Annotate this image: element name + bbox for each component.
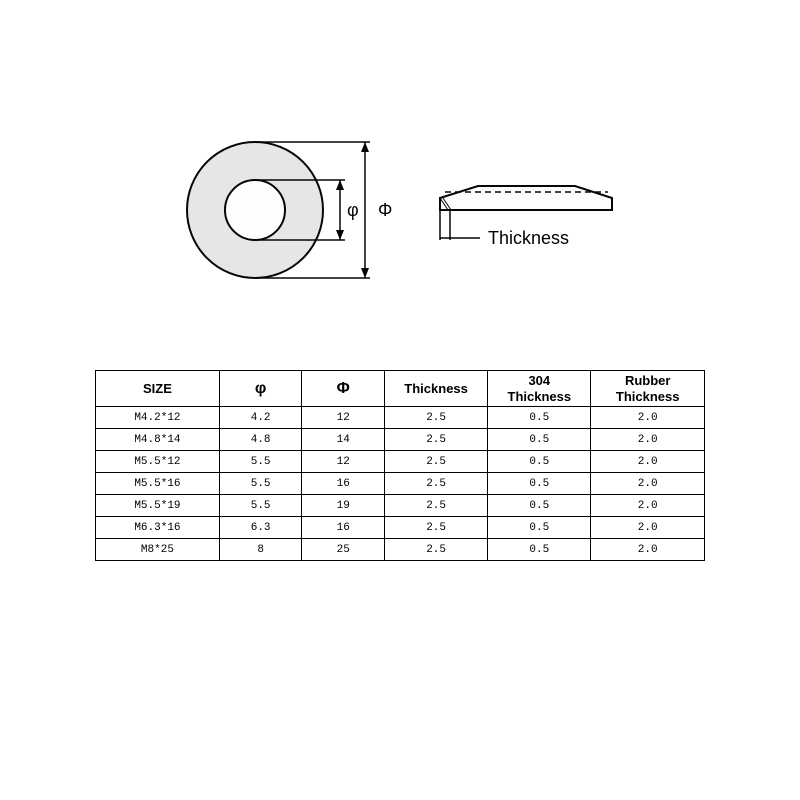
table-cell: 16: [302, 473, 385, 495]
table-cell: 4.2: [219, 407, 302, 429]
table-cell: 2.0: [591, 539, 705, 561]
table-cell: 2.5: [384, 451, 487, 473]
table-cell: 0.5: [488, 539, 591, 561]
washer-svg: Φ φ: [0, 100, 800, 330]
table-header-row: SIZE φ Φ Thickness 304Thickness RubberTh…: [96, 371, 705, 407]
table-cell: M4.2*12: [96, 407, 220, 429]
table-cell: 0.5: [488, 473, 591, 495]
col-rubber-thickness-header: RubberThickness: [591, 371, 705, 407]
table-cell: 2.5: [384, 407, 487, 429]
table-row: M8*258252.50.52.0: [96, 539, 705, 561]
table-row: M5.5*165.5162.50.52.0: [96, 473, 705, 495]
table-body: M4.2*124.2122.50.52.0M4.8*144.8142.50.52…: [96, 407, 705, 561]
spec-table: SIZE φ Φ Thickness 304Thickness RubberTh…: [95, 370, 705, 561]
col-phi-outer-header: Φ: [302, 371, 385, 407]
table-cell: M5.5*19: [96, 495, 220, 517]
col-thickness-header: Thickness: [384, 371, 487, 407]
table-cell: 0.5: [488, 517, 591, 539]
dim-outer-arrow-top: [361, 142, 369, 152]
table-cell: 2.0: [591, 451, 705, 473]
col-size-header: SIZE: [96, 371, 220, 407]
table-cell: 2.0: [591, 495, 705, 517]
table-cell: 2.5: [384, 517, 487, 539]
table-row: M4.8*144.8142.50.52.0: [96, 429, 705, 451]
table-cell: 5.5: [219, 473, 302, 495]
table-cell: 0.5: [488, 429, 591, 451]
col-304-thickness-header: 304Thickness: [488, 371, 591, 407]
table-row: M5.5*125.5122.50.52.0: [96, 451, 705, 473]
table-cell: M5.5*12: [96, 451, 220, 473]
table-cell: 2.0: [591, 429, 705, 451]
table-cell: 2.0: [591, 473, 705, 495]
table-cell: 2.5: [384, 495, 487, 517]
table-cell: 16: [302, 517, 385, 539]
dim-inner-arrow-top: [336, 180, 344, 190]
thickness-label: Thickness: [488, 228, 569, 249]
washer-diagram: Φ φ Thickness: [0, 100, 800, 330]
col-phi-inner-header: φ: [219, 371, 302, 407]
table-row: M6.3*166.3162.50.52.0: [96, 517, 705, 539]
table-cell: 8: [219, 539, 302, 561]
side-outline: [440, 186, 612, 210]
phi-outer-label: Φ: [378, 200, 392, 220]
washer-inner-circle: [225, 180, 285, 240]
table-cell: M5.5*16: [96, 473, 220, 495]
table-cell: 12: [302, 407, 385, 429]
table-cell: 5.5: [219, 495, 302, 517]
table-header: SIZE φ Φ Thickness 304Thickness RubberTh…: [96, 371, 705, 407]
table-cell: 2.0: [591, 407, 705, 429]
table-row: M4.2*124.2122.50.52.0: [96, 407, 705, 429]
phi-inner-label: φ: [347, 200, 359, 220]
dim-inner-arrow-bot: [336, 230, 344, 240]
table-cell: 14: [302, 429, 385, 451]
table-row: M5.5*195.5192.50.52.0: [96, 495, 705, 517]
table-cell: M4.8*14: [96, 429, 220, 451]
table-cell: 4.8: [219, 429, 302, 451]
table-cell: 2.5: [384, 539, 487, 561]
table-cell: 25: [302, 539, 385, 561]
table-cell: 2.5: [384, 473, 487, 495]
table-cell: M8*25: [96, 539, 220, 561]
table-cell: 0.5: [488, 407, 591, 429]
table-cell: 2.0: [591, 517, 705, 539]
table-cell: 2.5: [384, 429, 487, 451]
table-cell: 5.5: [219, 451, 302, 473]
table-cell: 0.5: [488, 451, 591, 473]
table-cell: 6.3: [219, 517, 302, 539]
table-cell: 19: [302, 495, 385, 517]
dim-outer-arrow-bot: [361, 268, 369, 278]
spec-table-container: SIZE φ Φ Thickness 304Thickness RubberTh…: [95, 370, 705, 561]
table-cell: 0.5: [488, 495, 591, 517]
table-cell: M6.3*16: [96, 517, 220, 539]
table-cell: 12: [302, 451, 385, 473]
